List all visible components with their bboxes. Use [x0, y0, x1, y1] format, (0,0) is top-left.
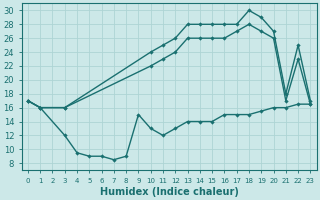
X-axis label: Humidex (Indice chaleur): Humidex (Indice chaleur) — [100, 187, 239, 197]
